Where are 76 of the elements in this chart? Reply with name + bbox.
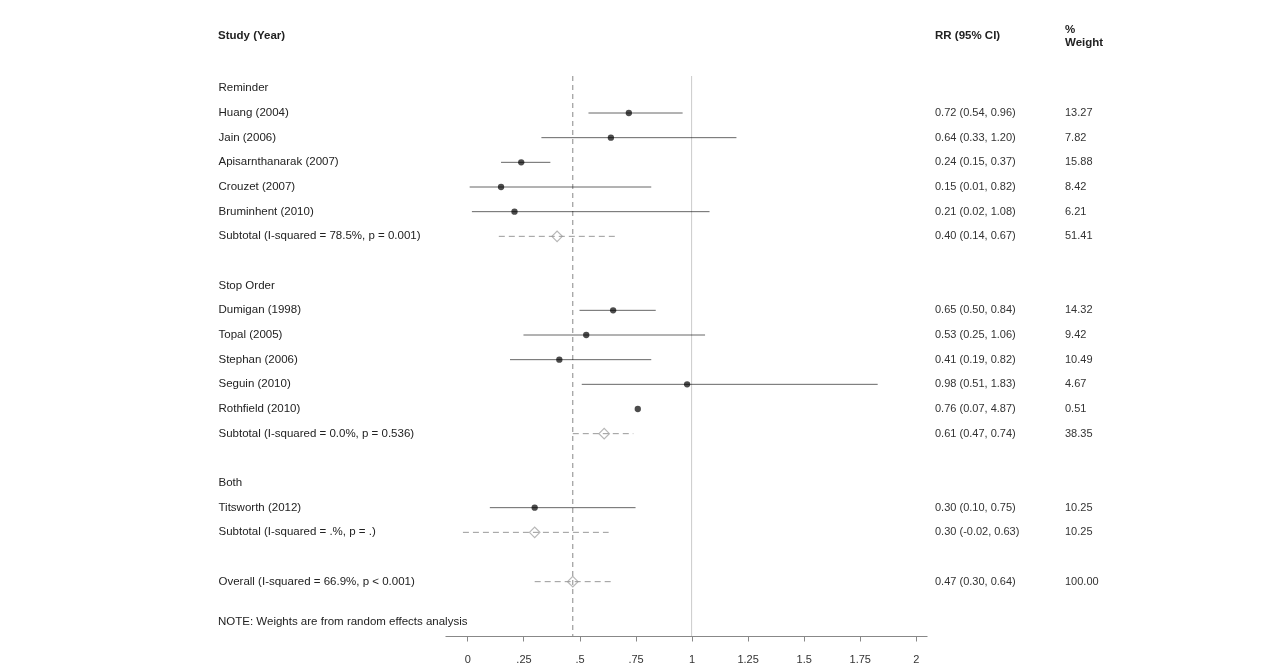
text: 8.42: [1065, 180, 1087, 192]
data-label: 0.15 (0.01, 0.82): [935, 180, 1016, 192]
data-label: 0.98 (0.51, 1.83): [935, 377, 1016, 390]
y-tick-label: Subtotal (I-squared = .%, p = .): [218, 525, 376, 538]
data-label: 0.53 (0.25, 1.06): [935, 328, 1016, 340]
point: [511, 208, 518, 215]
data-label: 0.41 (0.19, 0.82): [935, 352, 1016, 365]
y-tick-label: Apisarnthanarak (2007): [218, 155, 339, 168]
x-tick-label: .5: [575, 652, 585, 665]
data-label: 0.30 (0.10, 0.75): [935, 500, 1016, 513]
text: 0.47 (0.30, 0.64): [935, 574, 1016, 587]
text: NOTE: Weights are from random effects analysis: [218, 615, 468, 627]
text: 0.61 (0.47, 0.74): [935, 426, 1016, 439]
y-tick-label: Crouzet (2007): [218, 180, 296, 192]
y-tick-label: Stop Order: [218, 278, 275, 291]
data-label: 0.72 (0.54, 0.96): [935, 106, 1016, 118]
x-tick-label: .25: [516, 652, 532, 665]
y-tick-label: Huang (2004): [218, 106, 289, 118]
text: 0.30 (-0.02, 0.63): [935, 525, 1020, 538]
data-label: 0.21 (0.02, 1.08): [935, 204, 1016, 217]
data-label: 0.76 (0.07, 4.87): [935, 402, 1016, 414]
y-tick-label: Dumigan (1998): [218, 303, 302, 316]
y-tick-label: Topal (2005): [218, 328, 283, 340]
data-label: 0.64 (0.33, 1.20): [935, 130, 1016, 143]
point: [583, 331, 590, 339]
text: Study (Year): [218, 29, 286, 41]
x-tick-label: 1: [689, 652, 696, 665]
point: [528, 526, 541, 539]
text: 10.49: [1065, 352, 1093, 365]
point: [531, 504, 538, 511]
text: 10.25: [1065, 525, 1093, 538]
text: 13.27: [1065, 106, 1093, 118]
text: 15.88: [1065, 155, 1093, 168]
point: [556, 356, 563, 363]
point: [609, 307, 617, 314]
point: [625, 109, 632, 117]
text: 14.32: [1065, 303, 1093, 316]
data-label: 0.65 (0.50, 0.84): [935, 303, 1016, 316]
y-tick-label: Overall (I-squared = 66.9%, p < 0.001): [218, 574, 415, 587]
text: 51.41: [1065, 229, 1093, 242]
y-tick-label: Subtotal (I-squared = 78.5%, p = 0.001): [218, 229, 421, 242]
data-label: 0.24 (0.15, 0.37): [935, 155, 1016, 168]
x-tick-label: 2: [913, 652, 920, 665]
point: [598, 427, 611, 440]
text: 0.51: [1065, 402, 1087, 414]
x-tick-label: 0: [464, 652, 471, 665]
text: 100.00: [1065, 574, 1099, 587]
y-tick-label: Bruminhent (2010): [218, 204, 314, 217]
y-tick-label: Subtotal (I-squared = 0.0%, p = 0.536): [218, 426, 415, 439]
x-tick-label: 1.5: [796, 652, 812, 665]
point: [497, 183, 505, 191]
point: [566, 575, 579, 588]
x-tick-label: .75: [628, 652, 644, 665]
y-tick-label: Stephan (2006): [218, 352, 298, 365]
y-tick-label: Reminder: [218, 81, 269, 94]
point: [607, 134, 615, 141]
point: [683, 381, 691, 388]
y-tick-label: Jain (2006): [218, 130, 277, 143]
point: [551, 230, 563, 243]
text: 9.42: [1065, 328, 1087, 340]
text: RR (95% CI): [935, 29, 1001, 41]
text: 0.40 (0.14, 0.67): [935, 229, 1016, 242]
y-tick-label: Titsworth (2012): [218, 500, 302, 513]
y-tick-label: Rothfield (2010): [218, 402, 301, 414]
text: 7.82: [1065, 130, 1087, 143]
text: 6.21: [1065, 204, 1087, 217]
text: % Weight: [1065, 23, 1104, 48]
text: 4.67: [1065, 377, 1087, 390]
point: [518, 159, 525, 166]
x-tick-label: 1.25: [737, 652, 759, 665]
text: 10.25: [1065, 500, 1093, 513]
x-tick-label: 1.75: [849, 652, 871, 665]
point: [634, 405, 641, 413]
text: 38.35: [1065, 426, 1093, 439]
y-tick-label: Both: [218, 476, 243, 488]
y-tick-label: Seguin (2010): [218, 377, 291, 390]
